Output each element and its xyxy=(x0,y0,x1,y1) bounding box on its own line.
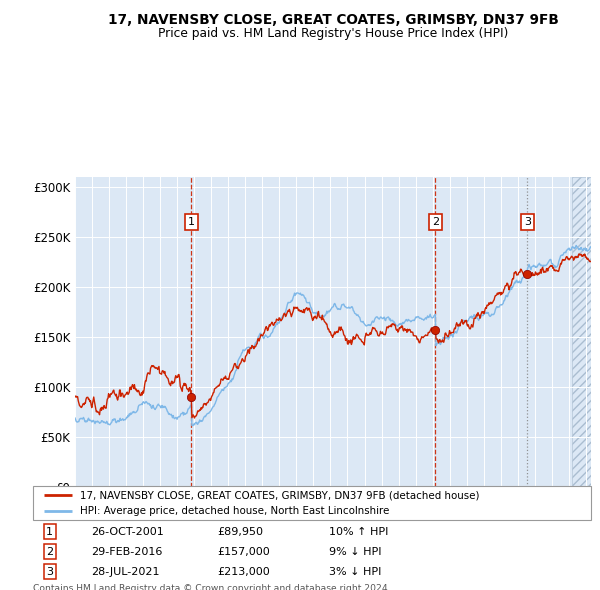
Text: Price paid vs. HM Land Registry's House Price Index (HPI): Price paid vs. HM Land Registry's House … xyxy=(158,27,508,40)
Text: HPI: Average price, detached house, North East Lincolnshire: HPI: Average price, detached house, Nort… xyxy=(80,506,390,516)
Text: £213,000: £213,000 xyxy=(217,567,270,576)
Text: Contains HM Land Registry data © Crown copyright and database right 2024.
This d: Contains HM Land Registry data © Crown c… xyxy=(33,584,391,590)
Text: 3% ↓ HPI: 3% ↓ HPI xyxy=(329,567,381,576)
Text: 2: 2 xyxy=(46,547,53,556)
Text: 17, NAVENSBY CLOSE, GREAT COATES, GRIMSBY, DN37 9FB: 17, NAVENSBY CLOSE, GREAT COATES, GRIMSB… xyxy=(107,13,559,27)
Text: 29-FEB-2016: 29-FEB-2016 xyxy=(92,547,163,556)
Text: 1: 1 xyxy=(46,527,53,536)
Text: £89,950: £89,950 xyxy=(217,527,263,536)
Text: 9% ↓ HPI: 9% ↓ HPI xyxy=(329,547,381,556)
Text: 1: 1 xyxy=(188,217,194,227)
Bar xyxy=(572,177,591,487)
Text: £157,000: £157,000 xyxy=(217,547,270,556)
Text: 3: 3 xyxy=(46,567,53,576)
Text: 17, NAVENSBY CLOSE, GREAT COATES, GRIMSBY, DN37 9FB (detached house): 17, NAVENSBY CLOSE, GREAT COATES, GRIMSB… xyxy=(80,490,480,500)
Text: 28-JUL-2021: 28-JUL-2021 xyxy=(92,567,160,576)
Text: 2: 2 xyxy=(432,217,439,227)
Text: 26-OCT-2001: 26-OCT-2001 xyxy=(92,527,164,536)
Text: 3: 3 xyxy=(524,217,531,227)
Text: 10% ↑ HPI: 10% ↑ HPI xyxy=(329,527,388,536)
